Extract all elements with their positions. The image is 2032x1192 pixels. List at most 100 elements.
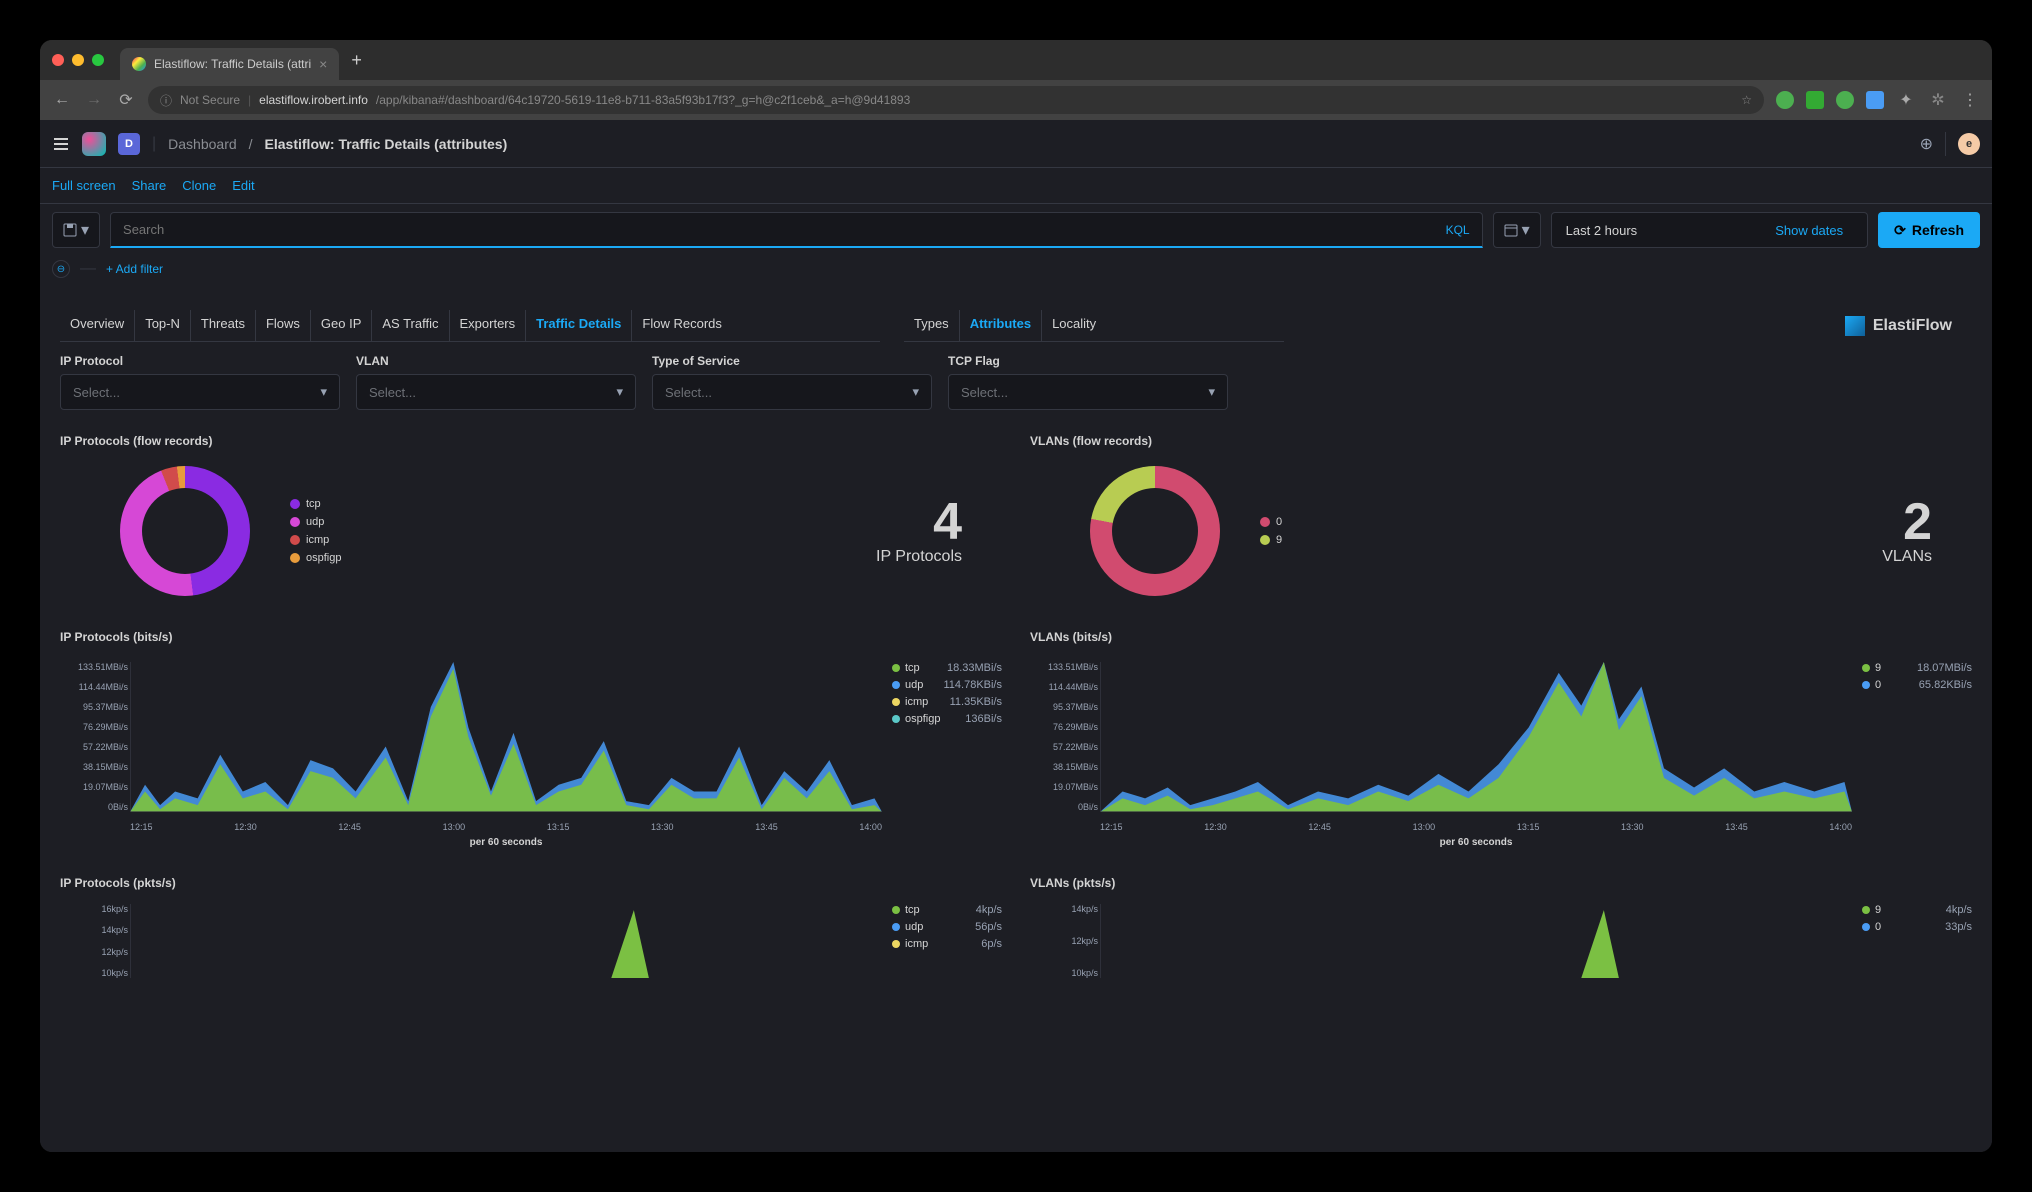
tab-favicon bbox=[132, 57, 146, 71]
filter-select[interactable]: Select... bbox=[356, 374, 636, 410]
legend-value: 6p/s bbox=[981, 938, 1002, 950]
legend-dot bbox=[290, 517, 300, 527]
legend-label: icmp bbox=[905, 696, 928, 708]
filter-select[interactable]: Select... bbox=[652, 374, 932, 410]
nav-tab-flows[interactable]: Flows bbox=[256, 310, 311, 341]
legend-label: icmp bbox=[905, 938, 928, 950]
new-tab-button[interactable]: + bbox=[351, 50, 362, 71]
filter-select[interactable]: Select... bbox=[948, 374, 1228, 410]
calendar-button[interactable]: ▾ bbox=[1493, 212, 1541, 248]
legend-item[interactable]: udp114.78KBi/s bbox=[892, 679, 1002, 691]
legend-item[interactable]: 918.07MBi/s bbox=[1862, 662, 1972, 674]
legend-item[interactable]: icmp bbox=[290, 534, 341, 546]
legend-item[interactable]: 0 bbox=[1260, 516, 1282, 528]
kql-toggle[interactable]: KQL bbox=[1436, 223, 1470, 237]
legend-label: 9 bbox=[1276, 534, 1282, 546]
minimize-window-button[interactable] bbox=[72, 54, 84, 66]
browser-menu-icon[interactable]: ⋮ bbox=[1960, 90, 1980, 110]
vlans-donut-panel: VLANs (flow records) 09 2 VLANs bbox=[1022, 426, 1980, 614]
legend-label: 0 bbox=[1276, 516, 1282, 528]
legend-item[interactable]: 9 bbox=[1260, 534, 1282, 546]
filter-group: Type of Service Select... bbox=[652, 354, 932, 410]
ip-protocols-donut-panel: IP Protocols (flow records) tcpudpicmpos… bbox=[52, 426, 1010, 614]
donut-chart bbox=[120, 466, 250, 596]
legend-label: ospfigp bbox=[306, 552, 341, 564]
legend-value: 4kp/s bbox=[1946, 904, 1972, 916]
legend-item[interactable]: 065.82KBi/s bbox=[1862, 679, 1972, 691]
search-input[interactable] bbox=[123, 222, 1436, 237]
close-tab-icon[interactable]: × bbox=[319, 56, 327, 72]
legend-dot bbox=[1862, 906, 1870, 914]
clone-link[interactable]: Clone bbox=[182, 178, 216, 193]
add-filter-link[interactable]: + Add filter bbox=[106, 262, 163, 276]
close-window-button[interactable] bbox=[52, 54, 64, 66]
show-dates-link[interactable]: Show dates bbox=[1765, 223, 1853, 238]
nav-tab-threats[interactable]: Threats bbox=[191, 310, 256, 341]
nav-tab-exporters[interactable]: Exporters bbox=[450, 310, 527, 341]
share-link[interactable]: Share bbox=[132, 178, 167, 193]
legend-value: 136Bi/s bbox=[965, 713, 1002, 725]
legend-item[interactable]: tcp4kp/s bbox=[892, 904, 1002, 916]
legend-dot bbox=[892, 681, 900, 689]
filter-group: IP Protocol Select... bbox=[60, 354, 340, 410]
filter-icon[interactable]: ⊖ bbox=[52, 260, 70, 278]
reload-button[interactable]: ⟳ bbox=[116, 90, 136, 110]
saved-query-button[interactable]: ▾ bbox=[52, 212, 100, 248]
legend-item[interactable]: udp bbox=[290, 516, 341, 528]
nav-tab-types[interactable]: Types bbox=[904, 310, 960, 341]
extension-icon[interactable] bbox=[1806, 91, 1824, 109]
nav-tab-flow-records[interactable]: Flow Records bbox=[632, 310, 731, 341]
breadcrumb-dashboard[interactable]: Dashboard bbox=[168, 136, 237, 152]
extension-icon[interactable]: ✲ bbox=[1928, 90, 1948, 110]
legend-item[interactable]: ospfigp136Bi/s bbox=[892, 713, 1002, 725]
edit-link[interactable]: Edit bbox=[232, 178, 254, 193]
nav-tab-overview[interactable]: Overview bbox=[60, 310, 135, 341]
legend-item[interactable]: ospfigp bbox=[290, 552, 341, 564]
tab-title: Elastiflow: Traffic Details (attri bbox=[154, 57, 311, 71]
legend-item[interactable]: 94kp/s bbox=[1862, 904, 1972, 916]
insecure-label: Not Secure bbox=[180, 93, 240, 107]
dashboard-nav-row: OverviewTop-NThreatsFlowsGeo IPAS Traffi… bbox=[52, 300, 1980, 342]
forward-button[interactable]: → bbox=[84, 91, 104, 109]
legend-label: tcp bbox=[306, 498, 321, 510]
donut-chart bbox=[1090, 466, 1220, 596]
legend-item[interactable]: icmp 6p/s bbox=[892, 938, 1002, 950]
x-axis: 12:1512:3012:4513:0013:1513:3013:4514:00 bbox=[1100, 822, 1852, 832]
extensions-puzzle-icon[interactable]: ✦ bbox=[1896, 90, 1916, 110]
full-screen-link[interactable]: Full screen bbox=[52, 178, 116, 193]
nav-tab-top-n[interactable]: Top-N bbox=[135, 310, 191, 341]
browser-tab[interactable]: Elastiflow: Traffic Details (attri × bbox=[120, 48, 339, 80]
newsfeed-icon[interactable]: ⊕ bbox=[1920, 134, 1933, 154]
extension-icon[interactable] bbox=[1866, 91, 1884, 109]
bookmark-icon[interactable]: ☆ bbox=[1741, 93, 1752, 107]
space-badge[interactable]: D bbox=[118, 133, 140, 155]
nav-tab-traffic-details[interactable]: Traffic Details bbox=[526, 310, 632, 341]
refresh-button[interactable]: ⟳ Refresh bbox=[1878, 212, 1980, 248]
legend-label: udp bbox=[905, 679, 923, 691]
extension-evernote-icon[interactable] bbox=[1776, 91, 1794, 109]
legend-item[interactable]: 033p/s bbox=[1862, 921, 1972, 933]
nav-tab-attributes[interactable]: Attributes bbox=[960, 310, 1042, 341]
back-button[interactable]: ← bbox=[52, 91, 72, 109]
legend-item[interactable]: icmp11.35KBi/s bbox=[892, 696, 1002, 708]
time-range-picker[interactable]: Last 2 hours Show dates bbox=[1551, 212, 1868, 248]
filter-select[interactable]: Select... bbox=[60, 374, 340, 410]
maximize-window-button[interactable] bbox=[92, 54, 104, 66]
elastiflow-logo: ElastiFlow bbox=[1845, 316, 1972, 336]
extension-icon[interactable] bbox=[1836, 91, 1854, 109]
legend-item[interactable]: tcp18.33MBi/s bbox=[892, 662, 1002, 674]
legend-item[interactable]: udp56p/s bbox=[892, 921, 1002, 933]
nav-tab-locality[interactable]: Locality bbox=[1042, 310, 1106, 341]
user-avatar[interactable]: e bbox=[1958, 133, 1980, 155]
nav-tab-geo-ip[interactable]: Geo IP bbox=[311, 310, 372, 341]
area-chart bbox=[1100, 662, 1852, 812]
hamburger-menu-icon[interactable] bbox=[52, 135, 70, 153]
kibana-logo-icon[interactable] bbox=[82, 132, 106, 156]
nav-tab-as-traffic[interactable]: AS Traffic bbox=[372, 310, 449, 341]
insecure-icon: ⓘ bbox=[160, 92, 172, 109]
legend-dot bbox=[892, 664, 900, 672]
filter-group: TCP Flag Select... bbox=[948, 354, 1228, 410]
x-axis-label: per 60 seconds bbox=[130, 837, 882, 848]
address-bar[interactable]: ⓘ Not Secure | elastiflow.irobert.info/a… bbox=[148, 86, 1764, 114]
legend-item[interactable]: tcp bbox=[290, 498, 341, 510]
